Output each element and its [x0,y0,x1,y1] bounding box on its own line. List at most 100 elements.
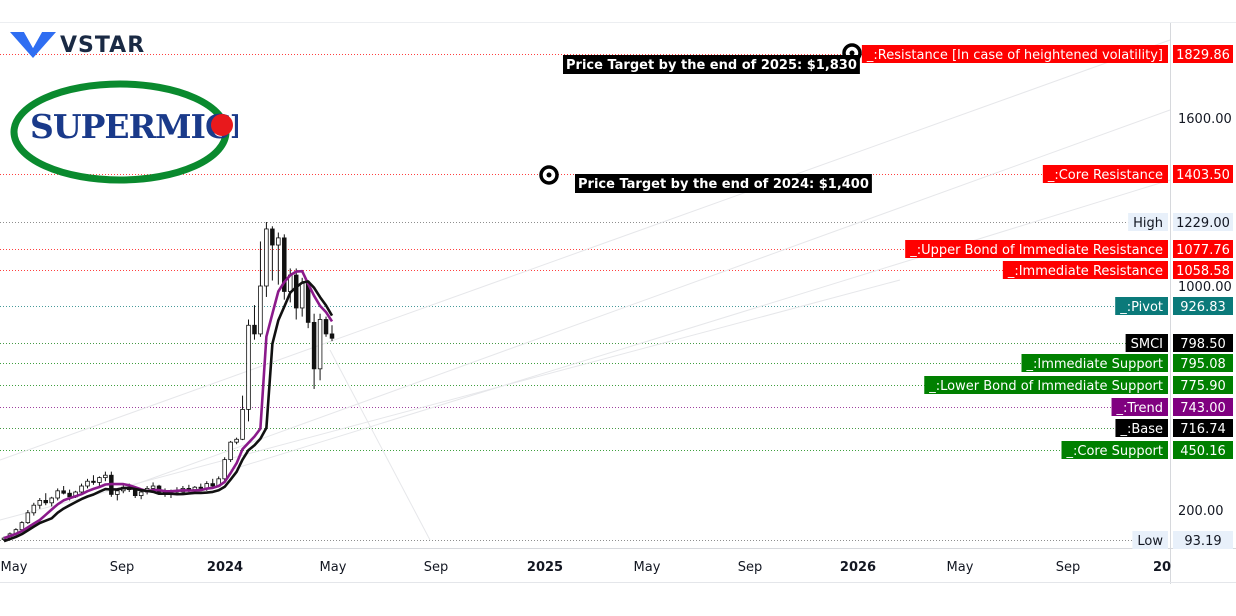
level-value-bg [1173,398,1233,416]
candle [246,324,251,410]
x-tick-label: Sep [738,560,763,575]
projection-line [0,279,901,521]
candle [19,522,25,531]
candle [91,480,96,483]
level-value: 1229.00 [1176,216,1230,231]
level-label: _:Trend [1116,401,1163,416]
price-target-annotations: Price Target by the end of 2025: $1,830 P… [539,43,872,193]
level-label: _:Upper Bond of Immediate Resistance [909,243,1163,258]
level-value-bg [1173,45,1233,63]
moving-average-line [3,280,334,543]
level-value-bg [1173,213,1233,231]
candle [79,485,84,493]
candle [55,490,60,499]
y-tick-label: 1000.00 [1178,280,1232,295]
axes: 200.00 1000.00 1600.00 May Sep 2024 May Sep 2025… [0,22,1236,584]
candle [323,319,329,335]
candle [198,486,204,489]
level-value-bg [1173,531,1233,549]
level-label-bg [1125,334,1168,352]
candle [317,319,323,370]
candle [210,483,215,487]
x-tick-label: 2025 [527,560,563,575]
level-label: _:Pivot [1119,300,1163,315]
level-label-bg [924,376,1168,394]
level-label-bg [1002,261,1168,279]
candle [49,497,54,504]
projection-line [329,349,431,541]
candle [67,492,72,498]
x-tick-label: May [634,560,661,575]
candle [293,274,299,309]
candle [252,324,257,335]
candle [276,237,281,246]
candle [43,500,48,504]
vstar-brand-text: VSTAR [60,32,146,58]
level-label-bg [1128,213,1168,231]
level-label-bg [905,240,1168,258]
candle [222,459,227,480]
candle [31,504,37,514]
level-label: High [1133,216,1163,231]
level-label: _:Core Support [1066,444,1164,459]
target-annotation-bg [575,174,872,193]
projection-lines [0,39,1171,541]
level-value-bg [1173,240,1233,258]
level-label: Low [1137,534,1163,549]
candle [97,477,102,483]
candle [25,512,31,524]
level-label: _:Resistance [In case of heightened vola… [866,48,1163,63]
level-value-bg [1173,165,1233,183]
level-value: 775.90 [1180,379,1226,394]
y-tick-label: 1600.00 [1178,112,1232,127]
level-value: 1058.58 [1176,264,1230,279]
level-lines [0,54,1170,541]
level-label-bg [1111,398,1168,416]
candle [138,491,144,497]
candle [37,500,43,506]
level-value: 1077.76 [1176,243,1230,258]
logo-dot [211,114,233,136]
level-label: SMCI [1131,337,1163,352]
x-tick-label: 2024 [207,560,243,575]
level-value: 450.16 [1180,444,1226,459]
level-value: 926.83 [1180,300,1226,315]
projection-line [0,39,1171,461]
candle [264,228,269,287]
candle [270,228,275,246]
level-value-bg [1173,354,1233,372]
x-tick-label: May [1,560,28,575]
candle [115,490,120,495]
candle [299,282,305,309]
level-label-bg [1042,165,1168,183]
supermicro-logo: SUPERMICR [8,78,259,186]
level-label: _:Core Resistance [1047,168,1163,183]
level-value: 743.00 [1180,401,1226,416]
level-value-bg [1173,376,1233,394]
candle [282,237,287,292]
x-tick-label: 20 [1153,560,1171,575]
level-label: _:Base [1119,422,1163,437]
level-value-bg [1173,419,1233,437]
level-value: 795.08 [1180,357,1226,372]
candle [234,438,239,443]
x-tick-label: Sep [1056,560,1081,575]
candle [103,474,108,479]
target-annotation: Price Target by the end of 2025: $1,830 [566,58,857,73]
candle [240,408,245,440]
x-tick-label: May [947,560,974,575]
candle [150,485,156,489]
level-value: 798.50 [1180,337,1226,352]
target-annotation: Price Target by the end of 2024: $1,400 [578,177,869,192]
x-tick-label: Sep [110,560,135,575]
projection-line [119,109,1171,491]
target-annotation-bg [563,55,860,74]
level-label: _:Immediate Support [1026,357,1164,372]
candle [61,490,66,494]
level-label-bg [1061,441,1168,459]
x-tick-label: 2026 [840,560,876,575]
candle [258,285,263,335]
moving-averages [3,269,334,543]
level-label-bg [1115,419,1168,437]
